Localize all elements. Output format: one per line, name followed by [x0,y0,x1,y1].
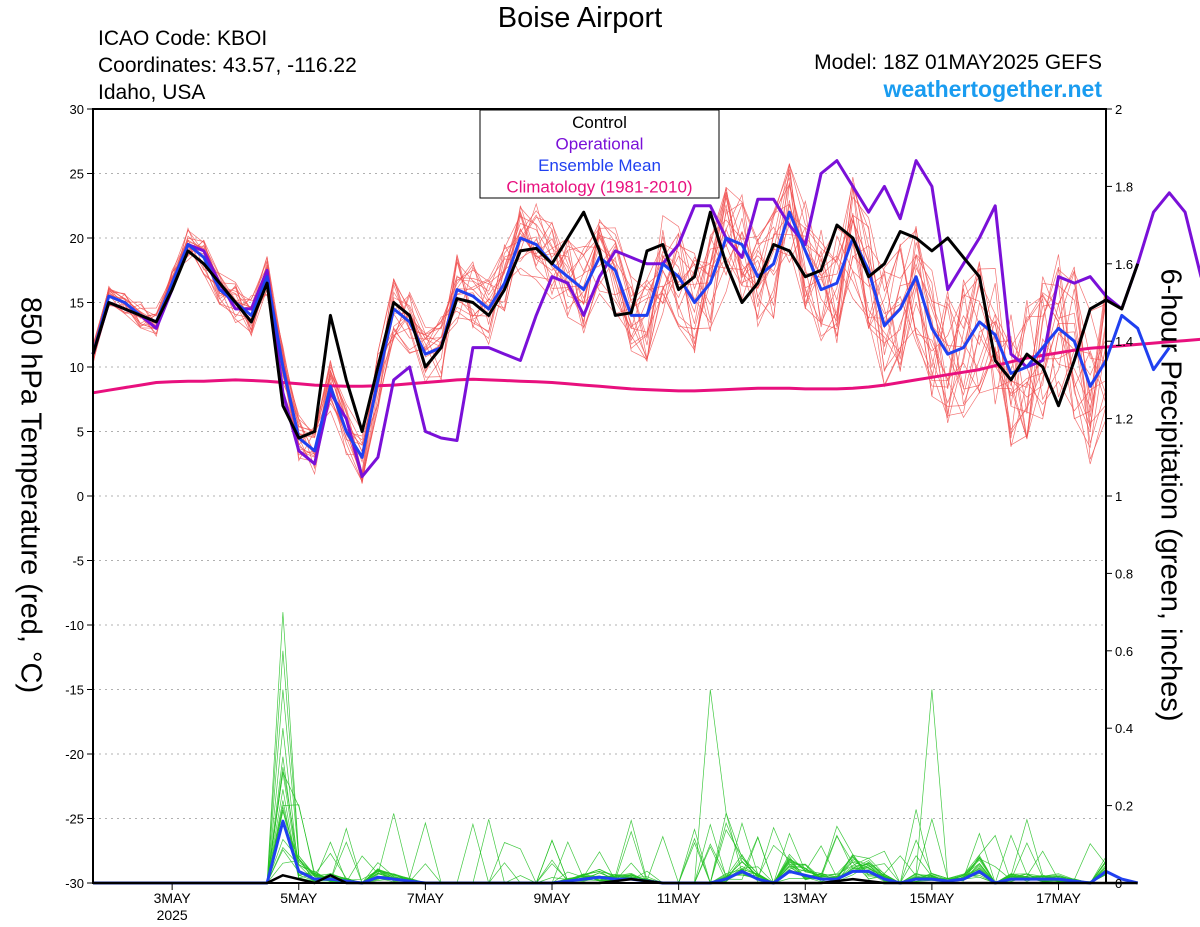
x-tick-label: 5MAY [280,890,318,906]
y-tick-label: 30 [70,102,84,117]
x-tick-label: 3MAY [154,890,192,906]
series-layer [91,159,1200,885]
y-tick-label: 10 [70,360,84,375]
precip-member-line [93,772,1107,884]
y2-tick-label: 0 [1115,876,1122,891]
y-tick-label: -25 [65,812,84,827]
y-axis-label-left: 850 hPa Temperature (red, °C) [14,296,47,694]
x-tick-label: 17MAY [1036,890,1082,906]
temp-member-line [92,172,1107,463]
precip-member-line [93,830,1107,884]
precip-member-line [93,821,1107,884]
legend: Control Operational Ensemble Mean Climatolo… [479,109,720,199]
control-line [91,210,1140,440]
precip-member-line [93,809,1107,884]
y-tick-label: 20 [70,231,84,246]
ensemble-mean-precipitation-line [93,819,1139,885]
y2-tick-label: 0.6 [1115,644,1133,659]
left-axis-ticks: -30 -25 -20 -15 -10 -5 0 5 10 15 20 25 30 [65,102,93,891]
model-run: Model: 18Z 01MAY2025 GEFS [814,51,1102,74]
legend-entry: Operational [556,135,644,154]
precip-member-line [93,612,1107,884]
region: Idaho, USA [98,81,206,104]
y-tick-label: -20 [65,747,84,762]
chart-title: Boise Airport [497,2,663,34]
legend-entry: Control [572,113,627,132]
y-tick-label: -10 [65,618,84,633]
icao-code: ICAO Code: KBOI [98,27,268,50]
precip-member-line [93,756,1107,884]
legend-entry: Ensemble Mean [538,156,661,175]
y-tick-label: 25 [70,167,84,182]
precip-member-line [93,689,1107,884]
y2-tick-label: 1.4 [1115,334,1133,349]
precip-member-line [93,771,1107,884]
y-axis-label-right: 6-hour Precipitation (green, inches) [1154,268,1187,722]
legend-entry: Climatology (1981-2010) [506,178,692,197]
y2-tick-label: 1.8 [1115,179,1133,194]
x-tick-year: 2025 [157,907,188,923]
y2-tick-label: 0.2 [1115,799,1133,814]
precip-member-line [93,809,1107,884]
legend-box [479,109,720,199]
y-tick-label: 0 [77,489,84,504]
x-tick-label: 13MAY [783,890,829,906]
precip-member-line [93,728,1107,885]
y-tick-label: -5 [72,554,84,569]
y2-tick-label: 0.8 [1115,566,1133,581]
temp-member-line [92,210,1107,476]
ensemble-member-temperature-lines [92,163,1107,484]
precip-member-line [93,821,1107,884]
y2-tick-label: 1 [1115,489,1122,504]
y-tick-label: 15 [70,296,84,311]
y2-tick-label: 2 [1115,102,1122,117]
y2-tick-label: 1.6 [1115,257,1133,272]
y-tick-label: -30 [65,876,84,891]
y2-tick-label: 1.2 [1115,412,1133,427]
right-axis-ticks: 0 0.2 0.4 0.6 0.8 1 1.2 1.4 1.6 1.8 2 [1106,102,1133,891]
ensemble-member-precipitation-lines [93,612,1107,885]
x-tick-label: 9MAY [533,890,571,906]
precip-member-line [93,822,1107,884]
y-tick-label: 5 [77,425,84,440]
precip-member-line [93,800,1107,885]
coordinates: Coordinates: 43.57, -116.22 [98,54,357,77]
precip-member-line [93,822,1107,884]
site-link[interactable]: weathertogether.net [883,76,1102,102]
precip-member-line [93,650,1107,884]
precip-member-line [93,689,1107,884]
grid-lines [93,173,1106,819]
precip-member-line [93,689,1107,885]
y-tick-label: -15 [65,683,84,698]
operational-line [91,159,1200,479]
y2-tick-label: 0.4 [1115,721,1133,736]
x-tick-label: 15MAY [909,890,955,906]
x-tick-label: 7MAY [407,890,445,906]
x-tick-label: 11MAY [657,890,701,906]
